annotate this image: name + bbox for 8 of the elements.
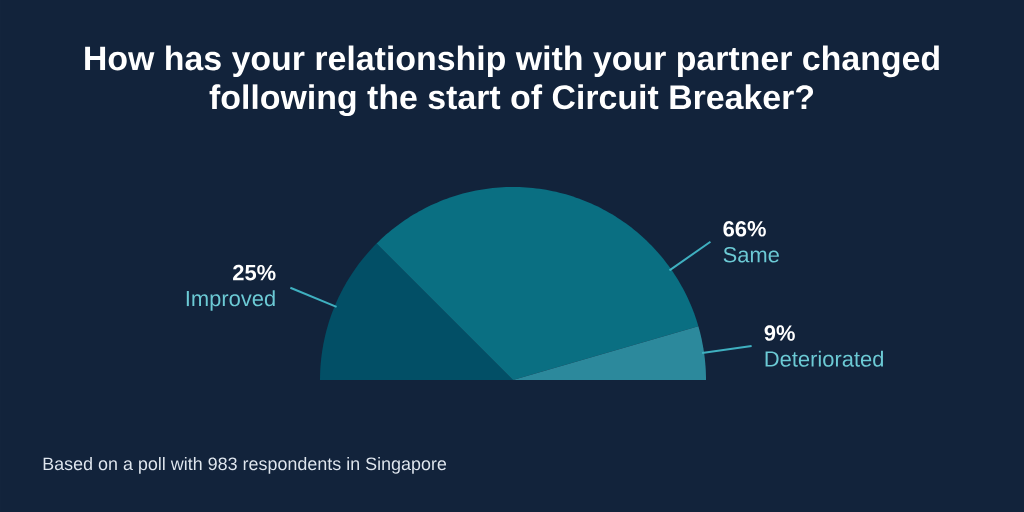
slice-label: Same — [723, 246, 779, 263]
data-label: 25% — [233, 264, 276, 281]
slice-label: Deteriorated — [765, 350, 883, 367]
data-label: 66% — [723, 221, 766, 237]
text: Based on a poll with 983 respondents in Singapore — [43, 456, 447, 474]
chart-title: How has your relationship with your partner changed following the start of Circuit Breaker? — [85, 45, 939, 117]
data-label: 9% — [764, 325, 795, 341]
slice-label: Improved — [186, 290, 275, 311]
